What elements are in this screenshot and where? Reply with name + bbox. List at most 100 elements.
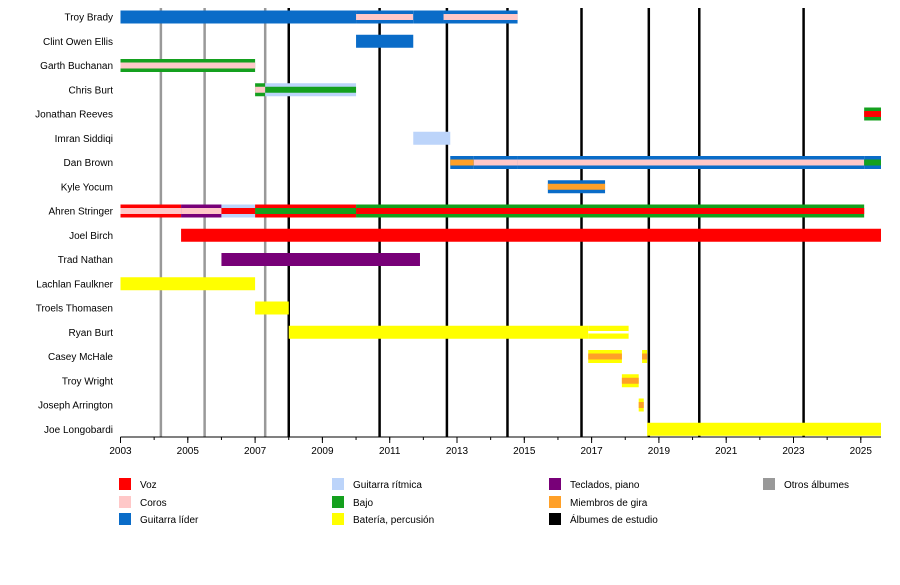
- member-bar-inner-stripe: [588, 353, 622, 360]
- x-axis-tick-label: 2025: [850, 446, 873, 457]
- x-axis-tick-label: 2023: [782, 446, 805, 457]
- member-row: [120, 10, 518, 24]
- album-lines: [159, 8, 805, 437]
- member-row: [864, 107, 881, 121]
- member-name-label: Clint Owen Ellis: [43, 37, 113, 48]
- member-bar-inner-stripe: [221, 208, 256, 214]
- member-name-label: Joseph Arrington: [38, 401, 113, 412]
- member-name-label: Dan Brown: [64, 158, 113, 169]
- legend-label: Batería, percusión: [353, 515, 434, 526]
- member-bar-inner-stripe: [864, 111, 881, 117]
- legend-label: Voz: [140, 480, 157, 491]
- member-bar-segment: [356, 34, 414, 48]
- member-name-label: Troy Wright: [62, 376, 113, 387]
- x-axis-tick-label: 2013: [446, 446, 469, 457]
- member-bars: [120, 10, 881, 436]
- member-bar-inner-stripe: [255, 86, 266, 93]
- x-axis-tick-label: 2005: [177, 446, 200, 457]
- member-bar-inner-stripe: [588, 331, 629, 334]
- member-bar-segment: [288, 325, 589, 339]
- member-row: [547, 180, 606, 194]
- legend-swatch: [549, 496, 561, 508]
- member-row: [413, 131, 451, 145]
- member-row: [120, 204, 865, 218]
- member-bar-inner-stripe: [181, 208, 222, 214]
- legend-label: Guitarra rítmica: [353, 480, 422, 491]
- legend-swatch: [549, 513, 561, 525]
- legend-label: Bajo: [353, 498, 373, 509]
- member-name-label: Troels Thomasen: [36, 304, 113, 315]
- x-axis-tick-label: 2015: [513, 446, 536, 457]
- member-name-label: Troy Brady: [64, 13, 113, 24]
- member-name-label: Joel Birch: [69, 231, 113, 242]
- member-bar-inner-stripe: [120, 208, 182, 214]
- member-row: [356, 34, 414, 48]
- member-name-label: Joe Longobardi: [44, 425, 113, 436]
- legend-item: Guitarra líder: [119, 513, 199, 526]
- member-bar-inner-stripe: [642, 353, 648, 360]
- x-axis-tick-label: 2021: [715, 446, 738, 457]
- member-bar-inner-stripe: [265, 86, 357, 93]
- legend-swatch: [763, 478, 775, 490]
- member-bar-inner-stripe: [120, 62, 256, 69]
- legend-swatch: [119, 478, 131, 490]
- x-axis-tick-label: 2003: [109, 446, 132, 457]
- member-name-label: Ahren Stringer: [49, 207, 114, 218]
- member-row: [638, 398, 644, 412]
- member-name-label: Ryan Burt: [69, 328, 114, 339]
- legend-label: Álbumes de estudio: [570, 513, 658, 526]
- member-row: [647, 422, 881, 436]
- member-name-label: Casey McHale: [48, 352, 113, 363]
- member-row: [120, 59, 256, 72]
- member-bar-inner-stripe: [864, 159, 881, 166]
- legend-item: Coros: [119, 496, 167, 509]
- member-bar-segment: [181, 228, 881, 242]
- member-name-label: Chris Burt: [69, 85, 114, 96]
- x-axis: 2003 2005 2007 2009 2011 2013 2015 2017 2019 2021…: [109, 8, 882, 457]
- legend-swatch: [332, 513, 344, 525]
- member-name-label: Garth Buchanan: [40, 61, 113, 72]
- member-bar-inner-stripe: [255, 208, 357, 214]
- legend-label: Teclados, piano: [570, 480, 640, 491]
- legend-item: Otros álbumes: [763, 478, 849, 491]
- legend: Voz Coros Guitarra líder Guitarra rítmica Ba…: [119, 478, 849, 526]
- member-bar-segment: [120, 10, 357, 24]
- member-bar-inner-stripe: [356, 14, 414, 20]
- legend-swatch: [119, 496, 131, 508]
- member-bar-segment: [413, 10, 444, 24]
- x-axis-tick-label: 2019: [648, 446, 671, 457]
- member-bar-segment: [221, 253, 420, 266]
- member-labels: Troy Brady Clint Owen Ellis Garth Buchanan…: [35, 13, 114, 436]
- legend-item: Batería, percusión: [332, 513, 434, 526]
- plot-area: [121, 8, 882, 437]
- member-name-label: Jonathan Reeves: [35, 110, 113, 121]
- member-row: [588, 350, 648, 363]
- member-bar-inner-stripe: [356, 208, 865, 214]
- legend-swatch: [119, 513, 131, 525]
- member-name-label: Imran Siddiqi: [55, 134, 113, 145]
- legend-label: Otros álbumes: [784, 480, 849, 491]
- member-row: [288, 325, 629, 339]
- legend-swatch: [549, 478, 561, 490]
- member-bar-segment: [255, 301, 289, 315]
- legend-item: Voz: [119, 478, 157, 491]
- member-bar-inner-stripe: [621, 377, 639, 384]
- member-row: [120, 277, 256, 291]
- legend-item: Álbumes de estudio: [549, 513, 658, 526]
- legend-label: Guitarra líder: [140, 515, 199, 526]
- x-axis-tick-label: 2011: [379, 446, 401, 457]
- member-bar-inner-stripe: [473, 159, 518, 166]
- member-row: [221, 253, 420, 266]
- legend-item: Miembros de gira: [549, 496, 648, 509]
- legend-item: Teclados, piano: [549, 478, 640, 491]
- legend-item: Guitarra rítmica: [332, 478, 422, 491]
- member-bar-inner-stripe: [443, 14, 518, 20]
- member-bar-inner-stripe: [547, 183, 606, 190]
- member-name-label: Lachlan Faulkner: [36, 279, 113, 290]
- legend-swatch: [332, 496, 344, 508]
- x-axis-tick-label: 2007: [244, 446, 267, 457]
- member-name-label: Trad Nathan: [58, 255, 113, 266]
- member-row: [621, 374, 639, 388]
- x-axis-tick-label: 2017: [580, 446, 603, 457]
